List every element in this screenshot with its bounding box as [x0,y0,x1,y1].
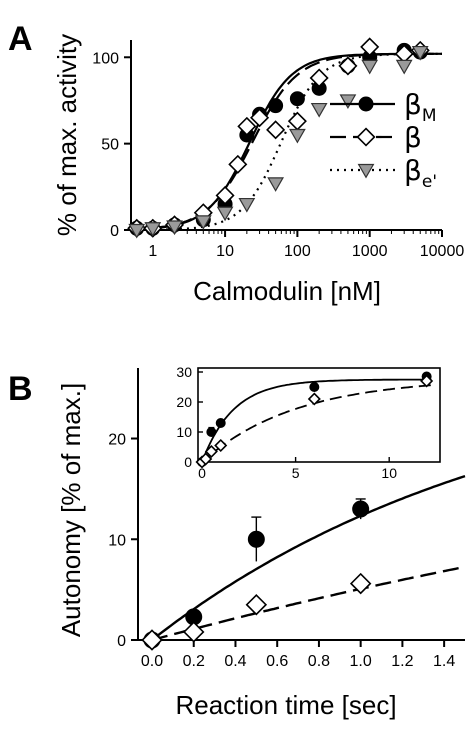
inset-frame [197,367,441,463]
panel-a-series-2-point [215,185,235,205]
panel-a-series-2-point [360,37,380,57]
inset-y-tick-label: 20 [176,394,192,410]
panel-b-x-axis-label: Reaction time [sec] [175,690,396,720]
legend-label-main: β [404,121,422,154]
panel-a-series-2-point [237,116,257,136]
panel-b-x-tick-label: 0.6 [266,653,288,670]
panel-b-fit-curve-2 [151,565,466,642]
inset-y-tick-label: 10 [176,424,192,440]
inset-series-2-point [307,392,321,406]
panel-a-x-tick-label: 1 [148,243,157,260]
panel-a-x-tick-label: 10000 [420,243,465,260]
inset-x-tick-label: 5 [292,465,300,481]
inset-y-tick-label: 30 [176,364,192,380]
panel-b-y-tick-label: 0 [117,633,126,650]
legend-label-3: βe' [404,154,437,192]
panel-a-series-3-point [194,215,212,230]
legend-marker-3 [357,163,375,179]
panel-a-series-2-point [309,68,329,88]
panel-b-series-2-point [141,629,163,651]
panel-a-series-3-point [395,59,413,75]
inset-series-2-point [214,438,228,453]
panel-b-x-tick-label: 0.2 [183,653,205,670]
inset-y-tick-label: 0 [184,454,192,470]
inset-series-2-point [204,444,218,459]
panel-a-y-tick-label: 0 [110,223,119,240]
inset-series-1-point [206,427,217,437]
panel-b-y-axis-label: Autonomy [% of max.] [56,383,86,637]
inset-series-2-point [420,374,434,388]
inset-series-2-point [199,452,213,466]
legend-marker-2 [356,127,376,147]
panel-a-series-3-point [238,197,256,213]
panel-a-series-3-point [411,45,429,61]
panel-a-y-axis-label: % of max. activity [52,34,82,236]
inset-x-tick-label: 10 [381,465,397,481]
panel-b-chart: 0 10 20 0.0 0.2 0.4 0.6 0.8 1.0 1.2 1.4 [108,368,466,670]
legend-label-1: βM [404,88,437,126]
panel-letter-b: B [8,370,33,408]
inset-fit-curve-1 [201,378,432,463]
panel-b-series-1-point [247,530,265,548]
panel-a-y-tick-label: 50 [101,137,119,154]
panel-b-series-2-point [183,621,205,643]
panel-a-series-3-point [288,128,306,144]
panel-b-x-tick-label: 0.4 [224,653,246,670]
panel-a-series-3-point [166,220,183,236]
panel-a-x-tick-label: 1000 [352,243,388,260]
panel-a-series-3-point [267,177,285,192]
panel-b-series-1-point [352,500,370,518]
panel-a-series-2-point [287,111,307,131]
panel-a-series-3-point [361,59,379,75]
panel-a-x-tick-label: 10 [216,243,234,260]
panel-a-fit-curve-2 [130,52,442,231]
panel-b-fit-curve-1 [151,474,466,641]
panel-a-x-tick-label: 100 [284,243,311,260]
panel-a-series-2-point [266,120,286,140]
legend-label-main: β [404,88,422,121]
legend-label-subscript: e' [422,172,437,192]
legend-label-main: β [404,154,422,187]
panel-a-fit-curve-1 [130,52,442,231]
legend-marker-1 [358,96,374,112]
panel-b-y-tick-label: 20 [108,432,126,449]
legend-label-subscript: M [422,106,437,126]
panel-b-x-tick-label: 0.0 [141,653,163,670]
panel-letter-a: A [8,20,33,58]
panel-b-x-tick-label: 0.8 [308,653,330,670]
panel-b-series-2-point [349,572,372,595]
panel-b-series-2-point [245,594,268,616]
panel-a-series-1-point [268,98,284,114]
inset-series-1-point [309,382,320,392]
inset-series-1-point [215,418,226,428]
panel-a-series-3-point [128,223,146,239]
panel-a-x-axis-label: Calmodulin [nM] [193,276,381,306]
panel-a-series-3-point [339,94,357,110]
legend-label-2: β [404,121,422,154]
inset-x-tick-label: 0 [198,465,206,481]
panel-a-series-2-point [338,56,358,76]
panel-b-y-tick-label: 10 [108,532,126,549]
panel-a-series-1-point [289,91,305,107]
panel-a-series-3-point [310,102,328,118]
panel-b-inset-chart: 0 10 20 30 0 5 10 [176,364,441,481]
panel-a-series-3-point [144,222,162,237]
panel-a-series-3-point [216,206,234,222]
panel-b-x-tick-label: 1.4 [433,653,455,670]
panel-b-x-tick-label: 1.0 [350,653,372,670]
panel-a-series-2-point [228,154,248,174]
panel-a-series-2-point [250,108,270,128]
panel-b-x-tick-label: 1.2 [391,653,413,670]
panel-a-y-tick-label: 100 [92,50,119,67]
